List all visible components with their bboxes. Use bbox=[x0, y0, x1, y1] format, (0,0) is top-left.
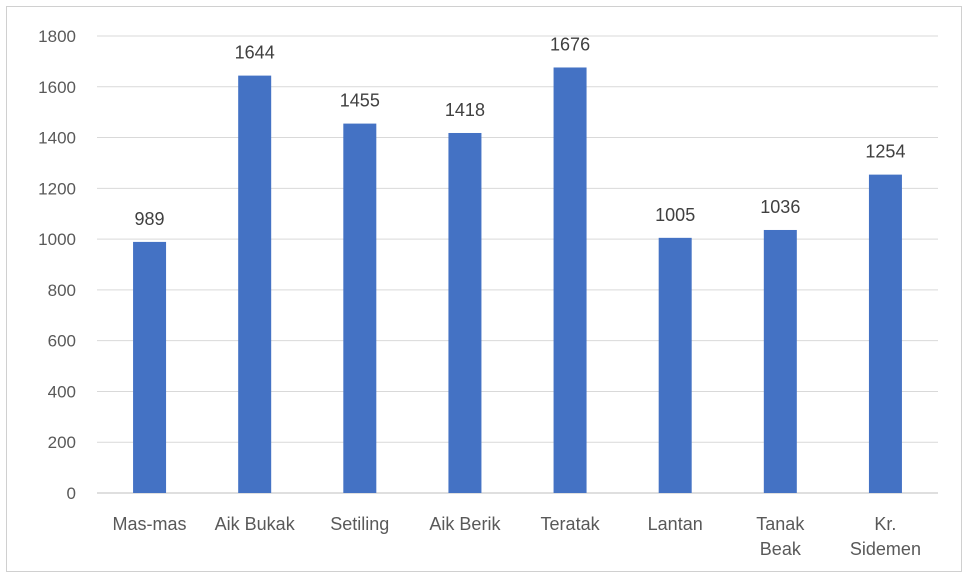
data-label: 1036 bbox=[760, 197, 800, 217]
bars bbox=[133, 67, 902, 494]
bar-aik-bukak bbox=[238, 75, 272, 494]
bar-kr-sidemen bbox=[868, 174, 902, 493]
y-tick-label: 1400 bbox=[38, 129, 76, 148]
bar-lantan bbox=[658, 237, 692, 493]
data-label: 1418 bbox=[445, 100, 485, 120]
y-axis-ticks: 0 200 400 600 800 1000 1200 1400 1600 1800 bbox=[38, 27, 76, 503]
x-category-label: Teratak bbox=[541, 514, 601, 534]
y-tick-label: 1200 bbox=[38, 179, 76, 198]
data-label: 1005 bbox=[655, 205, 695, 225]
bar-setiling bbox=[343, 123, 377, 493]
y-tick-label: 1600 bbox=[38, 78, 76, 97]
y-tick-label: 200 bbox=[48, 433, 76, 452]
y-tick-label: 400 bbox=[48, 382, 76, 401]
x-category-label: Kr. Sidemen bbox=[850, 514, 921, 559]
y-tick-label: 600 bbox=[48, 332, 76, 351]
x-category-label: Tanak Beak bbox=[756, 514, 805, 559]
data-label: 1455 bbox=[340, 91, 380, 111]
y-tick-label: 1800 bbox=[38, 27, 76, 46]
x-category-label: Aik Berik bbox=[429, 514, 501, 534]
data-label: 1676 bbox=[550, 34, 590, 54]
bar-teratak bbox=[553, 67, 587, 493]
x-category-label: Lantan bbox=[648, 514, 703, 534]
bar-aik-berik bbox=[448, 132, 482, 494]
grid-lines bbox=[97, 35, 938, 494]
y-tick-label: 800 bbox=[48, 281, 76, 300]
data-label: 1644 bbox=[235, 43, 275, 63]
x-axis-categories: Mas-mas Aik Bukak Setiling Aik Berik Teratak… bbox=[113, 514, 921, 559]
bar-mas-mas bbox=[133, 241, 167, 493]
x-category-label: Setiling bbox=[330, 514, 389, 534]
x-category-label: Aik Bukak bbox=[215, 514, 296, 534]
data-label: 1254 bbox=[865, 142, 905, 162]
y-tick-label: 1000 bbox=[38, 230, 76, 249]
data-labels: 989 1644 1455 1418 1676 1005 1036 1254 bbox=[135, 34, 906, 228]
data-label: 989 bbox=[135, 209, 165, 229]
y-tick-label: 0 bbox=[67, 484, 76, 503]
x-category-label: Mas-mas bbox=[113, 514, 187, 534]
bar-tanak-beak bbox=[763, 229, 797, 493]
